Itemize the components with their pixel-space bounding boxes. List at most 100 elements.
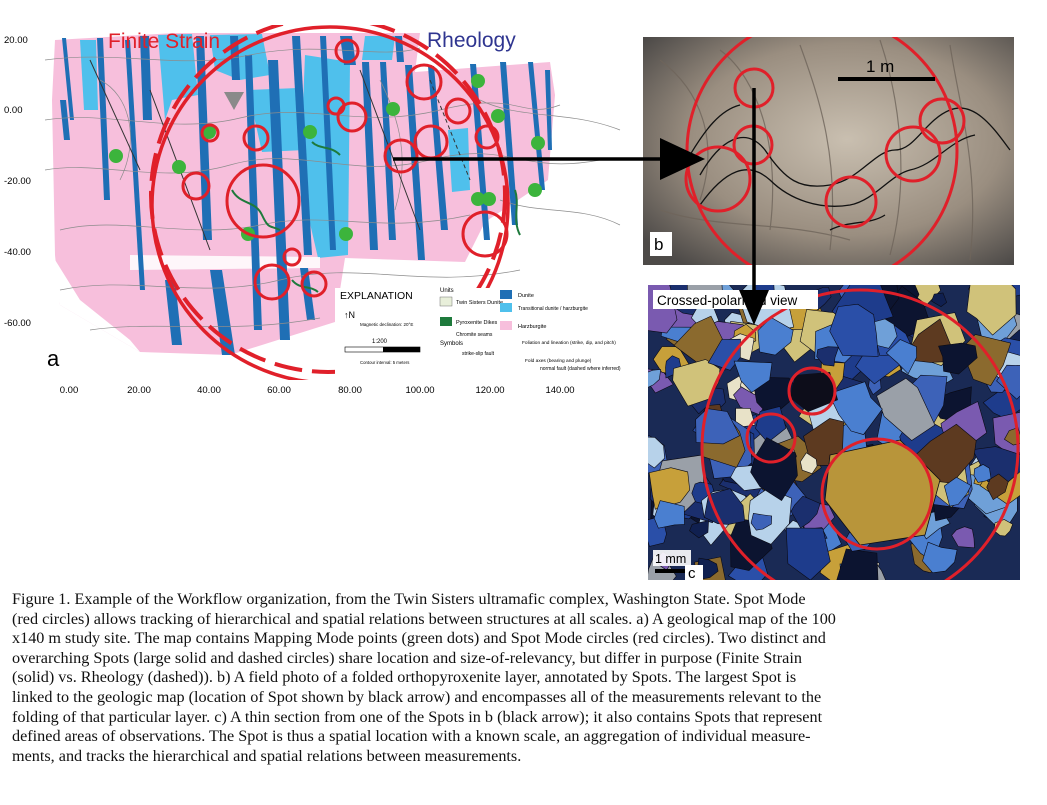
caption-line: x140 m study site. The map contains Mapp…: [12, 629, 826, 648]
linking-arrows: [393, 88, 769, 325]
mineral-grain: [876, 377, 936, 441]
spot-circle: [444, 97, 472, 125]
mapping-point: [482, 192, 496, 206]
thin-section-panel: Crossed-polarized view 1 mm c: [648, 285, 1020, 582]
y-tick-label: -40.00: [4, 247, 31, 258]
caption-line: (red circles) allows tracking of hierarc…: [12, 609, 836, 628]
x-tick-label: 100.00: [405, 385, 434, 396]
photo-spot: [884, 125, 942, 183]
normal-fault-label: normal fault (dashed where inferred): [540, 366, 621, 372]
dunite-stripe: [62, 38, 74, 120]
x-tick-label: 140.00: [545, 385, 574, 396]
mapping-point: [339, 227, 353, 241]
x-tick-label: 0.00: [60, 385, 79, 396]
map-scale: 1:200: [372, 339, 388, 345]
x-tick-label: 20.00: [127, 385, 151, 396]
mineral-grain: [648, 369, 662, 388]
mineral-grain: [653, 500, 685, 529]
caption-line: defined areas of observations. The Spot …: [12, 727, 811, 746]
mineral-grain: [986, 473, 1009, 501]
unit-dunite: Dunite: [518, 293, 534, 299]
finite-strain-spot-solid: [150, 25, 510, 380]
unit-pyroxenite: Pyroxenite Dikes: [456, 320, 498, 326]
mineral-grain: [828, 381, 883, 435]
mineral-grain: [943, 476, 972, 507]
dunite-stripe: [500, 62, 518, 225]
mineral-grain: [695, 408, 741, 445]
mineral-grain: [750, 512, 773, 531]
dunite-stripe: [125, 40, 145, 290]
mineral-grain: [816, 346, 840, 367]
mineral-grain: [836, 548, 879, 580]
mineral-grain: [966, 285, 1017, 336]
dunite-stripe: [362, 62, 378, 250]
transitional-zone: [300, 55, 350, 258]
mineral-grain: [689, 520, 709, 539]
thin-section-spot: [745, 412, 797, 464]
x-tick-label: 40.00: [197, 385, 221, 396]
rheology-label: Rheology: [427, 29, 516, 52]
transitional-zone: [158, 34, 198, 120]
spot-circle: [334, 38, 360, 64]
mineral-grain: [735, 407, 756, 428]
map-y-axis: 20.00 0.00 -20.00 -40.00 -60.00: [4, 35, 31, 329]
mineral-grain: [648, 467, 691, 510]
mineral-grain: [733, 360, 773, 393]
mineral-grain: [672, 359, 721, 407]
caption-line: (solid) vs. Rheology (dashed)). b) A fie…: [12, 668, 797, 687]
spot-circle: [181, 171, 211, 201]
foliation-label: Foliation and lineation (strike, dip, an…: [522, 340, 616, 346]
mineral-grain: [703, 488, 746, 525]
units-heading: Units: [440, 288, 454, 294]
unit-harzburgite: Harzburgite: [518, 324, 546, 330]
transitional-zone: [80, 40, 98, 110]
spot-circle: [474, 124, 500, 150]
panel-c-letter: c: [688, 565, 696, 582]
mineral-grain: [996, 364, 1020, 400]
figure-1: EXPLANATION Units Twin Sisters Dunite Py…: [4, 25, 1020, 582]
spot-circle: [383, 138, 419, 174]
mineral-grain: [824, 439, 941, 546]
mineral-grain: [885, 339, 917, 375]
north-arrow-icon: ↑N: [344, 310, 355, 320]
dunite-stripe: [380, 62, 396, 240]
unit-twin-sisters: Twin Sisters Dunite: [456, 300, 503, 306]
mapping-point: [471, 74, 485, 88]
dunite-stripe: [165, 280, 182, 345]
mineral-grain: [922, 541, 958, 574]
dunite-stripe: [545, 70, 552, 150]
y-tick-label: 0.00: [4, 105, 23, 116]
thin-section-title: Crossed-polarized view: [657, 293, 798, 308]
map-explanation: EXPLANATION Units Twin Sisters Dunite Py…: [335, 288, 640, 380]
panel-a-letter: a: [47, 346, 60, 371]
mineral-grain: [757, 317, 794, 356]
thin-section-spot: [787, 366, 837, 416]
mapping-point: [109, 149, 123, 163]
mapping-point: [172, 160, 186, 174]
mapping-point: [528, 183, 542, 197]
mineral-grain: [829, 303, 879, 357]
mineral-grain: [790, 495, 821, 529]
geologic-map-panel: EXPLANATION Units Twin Sisters Dunite Py…: [40, 25, 640, 380]
spot-circle: [200, 123, 220, 143]
strike-slip-label: strike-slip fault: [462, 351, 495, 357]
mapping-point: [202, 125, 216, 139]
spot-mode-circles: [181, 38, 509, 301]
mapping-point: [531, 136, 545, 150]
mineral-grain: [790, 372, 838, 412]
dunite-stripe: [428, 66, 448, 230]
thin-section-spot-large: [700, 288, 1020, 580]
mineral-grain: [938, 342, 978, 375]
spot-circle: [225, 163, 301, 239]
mapping-point: [303, 125, 317, 139]
dunite-stripe: [320, 36, 336, 250]
unit-chromite: Chromite seams: [456, 332, 493, 338]
caption-line: overarching Spots (large solid and dashe…: [12, 648, 802, 667]
caption-line: folding of that particular layer. c) A t…: [12, 707, 823, 726]
spot-circle: [242, 124, 270, 152]
x-tick-label: 60.00: [267, 385, 291, 396]
symbols-heading: Symbols: [440, 341, 463, 347]
fold-axes-label: Fold axes (bearing and plunge): [525, 358, 592, 364]
photo-spot: [824, 175, 878, 229]
photo-spot: [684, 145, 752, 213]
